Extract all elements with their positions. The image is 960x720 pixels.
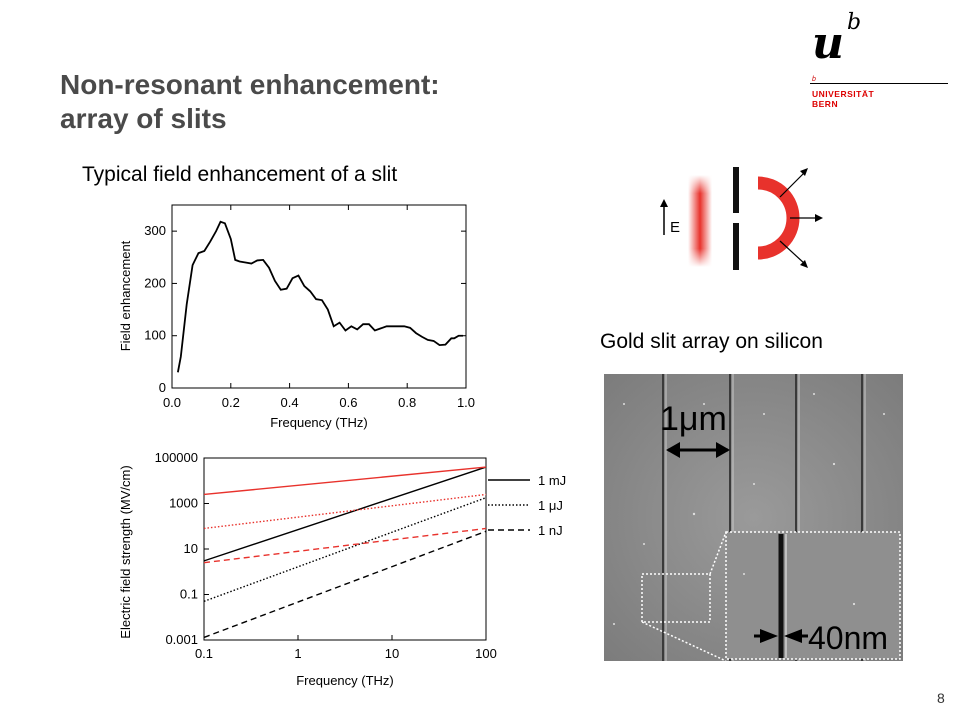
legend-label: 1 μJ [538,498,563,513]
legend-label: 1 nJ [538,523,563,538]
y-tick-label: 0.001 [165,632,198,647]
x-tick-label: 100 [475,646,497,661]
y-tick-label: 10 [184,541,198,556]
y-axis-label: Field enhancement [118,240,133,351]
y-axis-label-2: Electric field strength (MV/cm) [118,465,133,638]
series-line [203,493,487,530]
scale-arrow-right-head [716,442,730,458]
y-tick-label: 100000 [155,450,198,465]
logo-universitat: UNIVERSITÄT [812,89,875,99]
y-tick-label: 0.1 [180,587,198,602]
series-line [203,466,487,496]
scale-label-1um: 1μm [660,400,727,438]
logo-bern: BERN [812,99,839,109]
y-tick-label: 300 [144,223,166,238]
x-tick-label: 0.8 [398,395,416,410]
series-line [203,527,487,564]
zoom-source-box [641,573,711,623]
series-line [203,466,487,562]
subtitle-gold-slit-array: Gold slit array on silicon [600,330,823,353]
sem-speckles [613,393,885,625]
title-line-2: array of slits [60,103,227,134]
field-enhancement-chart: 0.0 0.2 0.4 0.6 0.8 1.0 0 100 200 300 Frequency (… [118,204,475,430]
zoom-inset [725,531,901,660]
inset-arrow-right [784,629,802,643]
logo-text: UNIVERSITÄT BERN [812,89,874,109]
x-tick-label: 1 [294,646,301,661]
plot-frame [171,204,467,389]
x-tick-label: 0.0 [163,395,181,410]
logo-divider [810,83,948,84]
title-line-1: Non-resonant enhancement: [60,69,440,100]
legend-label: 1 mJ [538,473,566,488]
logo-letter-u: u [812,18,844,69]
y-tick-label: 0 [159,380,166,395]
scale-arrow-left-head [666,442,680,458]
slit-schematic: E [660,167,823,270]
series-line [203,530,487,639]
ray-mid-head [815,214,823,222]
x-tick-label: 0.6 [339,395,357,410]
slide-title: Non-resonant enhancement: array of slits [60,68,440,136]
x-tick-label: 1.0 [457,395,475,410]
x-tick-label: 10 [385,646,399,661]
ray-down-head [800,260,808,268]
plot-frame-2 [203,457,487,641]
x-tick-label: 0.2 [222,395,240,410]
x-tick-label: 0.1 [195,646,213,661]
y-tick-label: 100 [144,328,166,343]
beam-fade [688,175,712,267]
zoom-line-bottom [641,621,727,661]
x-tick-label: 0.4 [281,395,299,410]
ray-up [779,171,806,198]
university-logo: u b b UNIVERSITÄT BERN [810,10,950,120]
ray-up-head [800,168,808,176]
x-axis-label-2: Frequency (THz) [296,673,394,688]
x-axis-label: Frequency (THz) [270,415,368,430]
ray-down [779,240,806,265]
scale-label-40nm: 40nm [808,620,888,656]
page-number: 8 [937,690,945,706]
series-line [176,220,464,373]
y-tick-label: 1000 [169,496,198,511]
e-field-arrowhead [660,199,668,207]
radiated-wave [757,176,800,260]
subtitle-field-enhancement: Typical field enhancement of a slit [82,163,398,186]
logo-small-b: b [812,76,816,83]
series-line [203,497,487,603]
logo-letter-b: b [847,10,862,35]
sem-image: 1μm 40nm [604,374,903,661]
inset-arrow-left [760,629,778,643]
zoom-line-top [709,531,727,575]
y-tick-label: 200 [144,275,166,290]
e-field-label: E [670,219,680,236]
